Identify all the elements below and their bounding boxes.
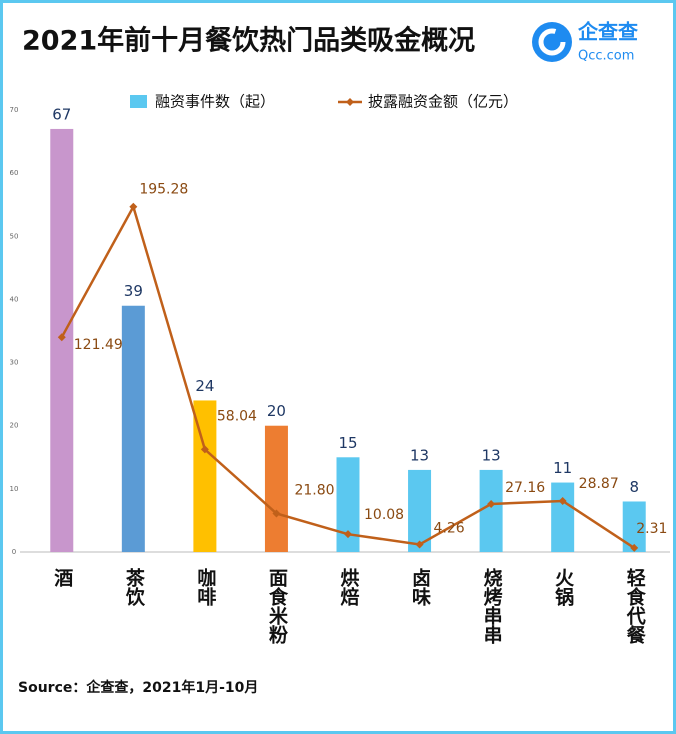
data-label: 10.08 [364, 507, 404, 523]
data-label: 27.16 [505, 480, 545, 496]
marker [487, 499, 496, 508]
marker [344, 530, 352, 539]
x-tick-label: 卤味 [409, 567, 431, 607]
x-tick-label: 茶饮 [123, 567, 146, 607]
x-tick-label: 烧烤串串 [481, 568, 503, 645]
bar [193, 400, 217, 552]
bar [408, 469, 432, 552]
y-tick-label: 60 [10, 169, 19, 177]
logo-c [538, 28, 566, 56]
data-label: 24 [195, 377, 214, 395]
data-label: 39 [124, 282, 143, 300]
marker [272, 509, 281, 518]
data-label: 11 [553, 459, 572, 477]
data-label: 195.28 [139, 182, 188, 198]
x-tick-label: 火锅 [552, 568, 574, 606]
x-tick-label: 面食米粉 [266, 568, 288, 644]
marker [57, 333, 66, 342]
data-label: 15 [338, 434, 357, 452]
data-label: 4.26 [434, 520, 465, 536]
data-label: 21.80 [294, 482, 334, 498]
x-tick-label: 酒 [51, 568, 73, 588]
y-tick-label: 10 [10, 485, 19, 493]
bar [551, 482, 575, 552]
data-label: 2.31 [636, 521, 667, 537]
y-tick-label: 30 [10, 359, 19, 367]
source: Source：企查查，2021年1月-10月 [18, 679, 258, 696]
bar [336, 457, 360, 552]
data-label: 58.04 [217, 408, 257, 424]
x-tick-label: 烘焙 [338, 568, 360, 607]
data-label: 20 [267, 402, 286, 420]
data-label: 121.49 [74, 337, 123, 353]
marker [558, 496, 567, 505]
y-tick-label: 50 [10, 232, 19, 240]
data-label: 13 [410, 446, 429, 464]
legend-label: 融资事件数（起） [155, 93, 275, 111]
bar [121, 305, 145, 552]
x-tick-label: 轻食代餐 [624, 567, 647, 645]
marker [129, 202, 138, 211]
y-tick-label: 70 [10, 106, 19, 114]
logo-text: 企查查 [577, 20, 638, 44]
bar [622, 501, 646, 552]
legend-marker [346, 98, 354, 106]
data-label: 28.87 [579, 476, 619, 492]
marker [630, 543, 639, 552]
marker [200, 445, 209, 454]
y-tick-label: 20 [10, 422, 19, 430]
marker [415, 540, 424, 549]
y-tick-label: 0 [12, 548, 16, 556]
data-label: 8 [629, 478, 639, 496]
bar [264, 425, 288, 552]
bar [479, 469, 503, 552]
legend-label: 披露融资金额（亿元） [368, 93, 518, 111]
logo-icon [532, 22, 572, 62]
chart-title: 2021年前十月餐饮热门品类吸金概况 [22, 25, 475, 57]
logo: 企查查 Qcc.com [532, 20, 638, 64]
data-label: 67 [52, 105, 71, 123]
legend-swatch [130, 95, 147, 108]
logo-url: Qcc.com [578, 49, 634, 64]
data-label: 13 [482, 446, 501, 464]
x-tick-label: 咖啡 [194, 568, 216, 607]
y-tick-label: 40 [10, 295, 19, 303]
